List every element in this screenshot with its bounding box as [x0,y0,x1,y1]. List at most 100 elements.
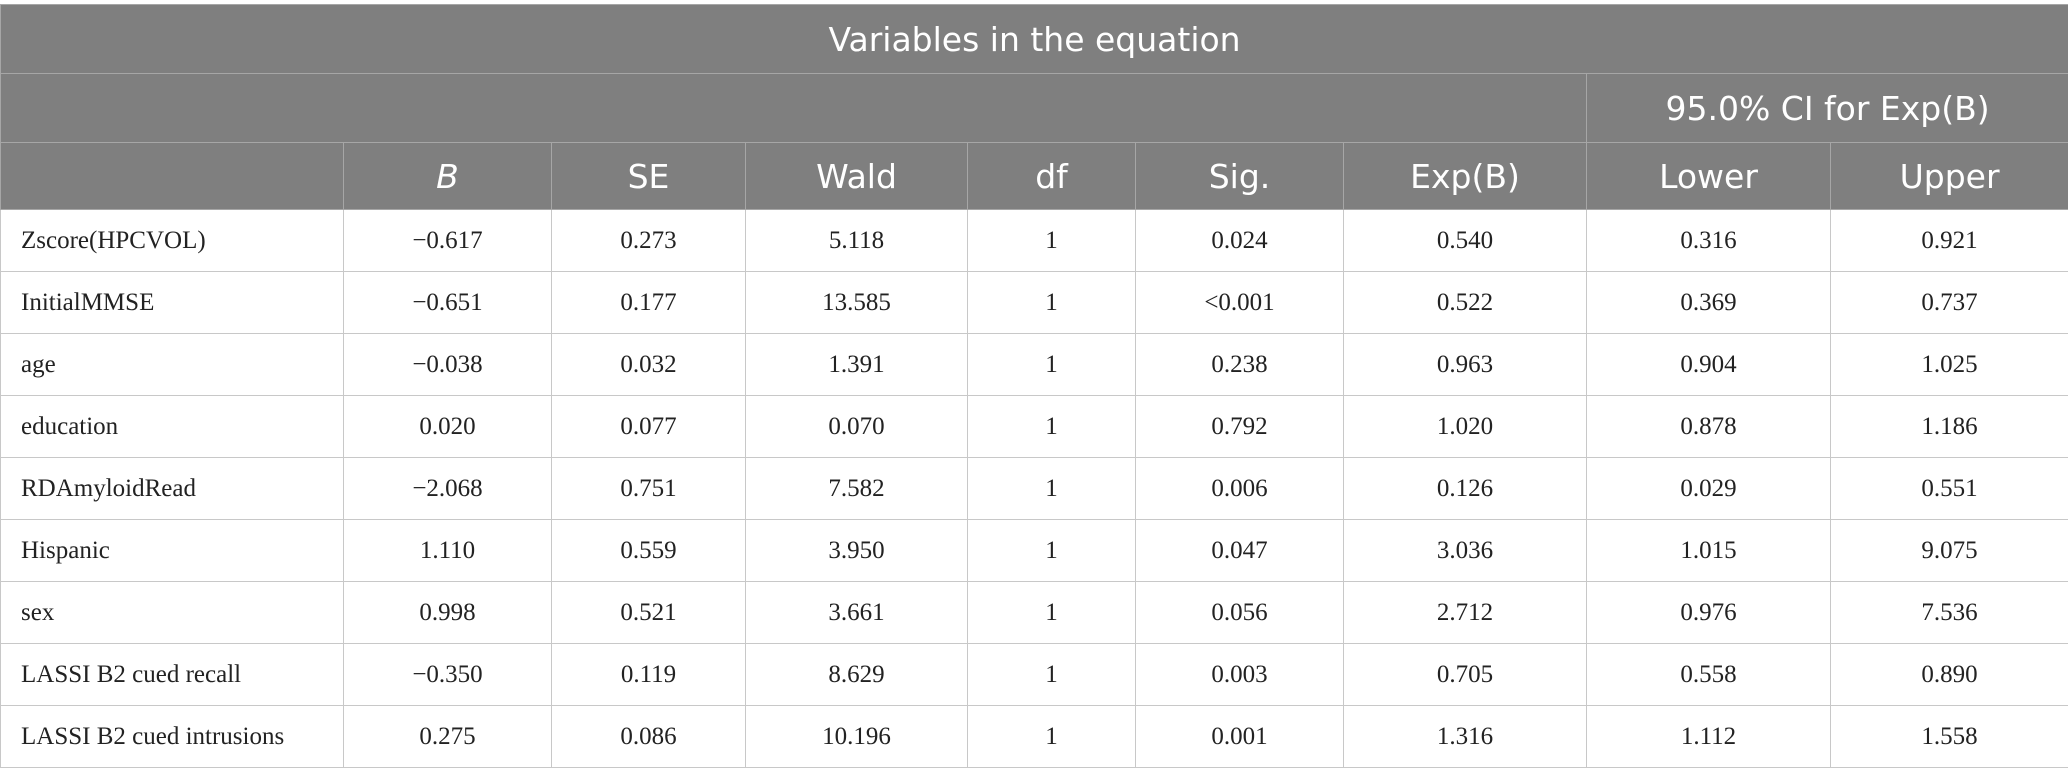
row-label: sex [0,581,344,644]
cell: 0.006 [1135,457,1344,520]
cell: −0.350 [343,643,552,706]
table-row: Zscore(HPCVOL) −0.617 0.273 5.118 1 0.024 0.54… [0,209,2068,272]
cell: 0.998 [343,581,552,644]
cell: 0.070 [745,395,968,458]
cell: 0.024 [1135,209,1344,272]
cell: 0.003 [1135,643,1344,706]
table-row: education 0.020 0.077 0.070 1 0.792 1.020 0.878… [0,395,2068,458]
cell: 0.369 [1586,271,1831,334]
cell: 7.536 [1829,581,2068,644]
cell: 0.705 [1343,643,1587,706]
cell: 0.521 [551,581,746,644]
cell: 0.238 [1135,333,1344,396]
column-header: B [343,142,552,210]
cell: 0.921 [1829,209,2068,272]
cell: 0.559 [551,519,746,582]
cell: 13.585 [745,271,968,334]
cell: 1 [967,457,1136,520]
cell: 9.075 [1829,519,2068,582]
ci-header: 95.0% CI for Exp(B) [1585,73,2068,143]
cell: 0.751 [551,457,746,520]
cell: 3.950 [745,519,968,582]
cell: 7.582 [745,457,968,520]
cell: 0.551 [1829,457,2068,520]
cell: 1.110 [343,519,552,582]
cell: 1 [967,333,1136,396]
row-label: LASSI B2 cued recall [0,643,344,706]
cell: 0.890 [1829,643,2068,706]
cell: 0.029 [1586,457,1831,520]
cell: 0.540 [1343,209,1587,272]
table-title: Variables in the equation [0,4,2068,74]
cell: 1 [967,395,1136,458]
cell: 0.047 [1135,519,1344,582]
cell: 0.020 [343,395,552,458]
column-header: Exp(B) [1343,142,1587,210]
cell: 0.558 [1586,643,1831,706]
table-row: LASSI B2 cued recall −0.350 0.119 8.629 1 0.0… [0,643,2068,706]
cell: 0.177 [551,271,746,334]
row-label: RDAmyloidRead [0,457,344,520]
cell: 0.119 [551,643,746,706]
row-label: LASSI B2 cued intrusions [0,705,344,768]
cell: 0.522 [1343,271,1587,334]
cell: 0.001 [1135,705,1344,768]
cell: 0.792 [1135,395,1344,458]
cell: 3.661 [745,581,968,644]
cell: 1.186 [1829,395,2068,458]
cell: 1.020 [1343,395,1587,458]
row-label: InitialMMSE [0,271,344,334]
cell: 1.391 [745,333,968,396]
table-row: sex 0.998 0.521 3.661 1 0.056 2.712 0.976 7.536 [0,581,2068,644]
cell: 1 [967,581,1136,644]
cell: 0.056 [1135,581,1344,644]
cell: 0.963 [1343,333,1587,396]
cell: 0.737 [1829,271,2068,334]
page: Variables in the equation 95.0% CI for E… [0,4,2068,784]
cell: 0.126 [1343,457,1587,520]
header-spacer [0,73,1587,143]
column-header: Wald [745,142,968,210]
cell: 0.086 [551,705,746,768]
table-row: RDAmyloidRead −2.068 0.751 7.582 1 0.006 0.126… [0,457,2068,520]
header-spacer [0,142,344,210]
column-header: Upper [1829,142,2068,210]
cell: 5.118 [745,209,968,272]
cell: 0.904 [1586,333,1831,396]
table-row: LASSI B2 cued intrusions 0.275 0.086 10.196… [0,705,2068,768]
cell: −0.038 [343,333,552,396]
row-label: age [0,333,344,396]
column-header: Lower [1586,142,1831,210]
cell: 1.112 [1586,705,1831,768]
cell: 0.273 [551,209,746,272]
column-header: SE [551,142,746,210]
cell: −0.651 [343,271,552,334]
cell: 1.558 [1829,705,2068,768]
cell: 1 [967,271,1136,334]
cell: 1 [967,643,1136,706]
cell: 8.629 [745,643,968,706]
row-label: education [0,395,344,458]
column-header: Sig. [1135,142,1344,210]
cell: 2.712 [1343,581,1587,644]
cell: 1 [967,209,1136,272]
row-label: Hispanic [0,519,344,582]
table-row: InitialMMSE −0.651 0.177 13.585 1 <0.001 0.522… [0,271,2068,334]
cell: −0.617 [343,209,552,272]
table-row: Hispanic 1.110 0.559 3.950 1 0.047 3.036 1.015 9… [0,519,2068,582]
column-header: df [967,142,1136,210]
cell: −2.068 [343,457,552,520]
results-table: Variables in the equation 95.0% CI for E… [0,4,2068,768]
cell: 1 [967,519,1136,582]
cell: 0.316 [1586,209,1831,272]
cell: 1 [967,705,1136,768]
cell: 0.032 [551,333,746,396]
cell: 1.316 [1343,705,1587,768]
cell: 1.015 [1586,519,1831,582]
cell: 0.878 [1586,395,1831,458]
cell: <0.001 [1135,271,1344,334]
row-label: Zscore(HPCVOL) [0,209,344,272]
table-row: age −0.038 0.032 1.391 1 0.238 0.963 0.904 1.025 [0,333,2068,396]
cell: 0.077 [551,395,746,458]
cell: 3.036 [1343,519,1587,582]
